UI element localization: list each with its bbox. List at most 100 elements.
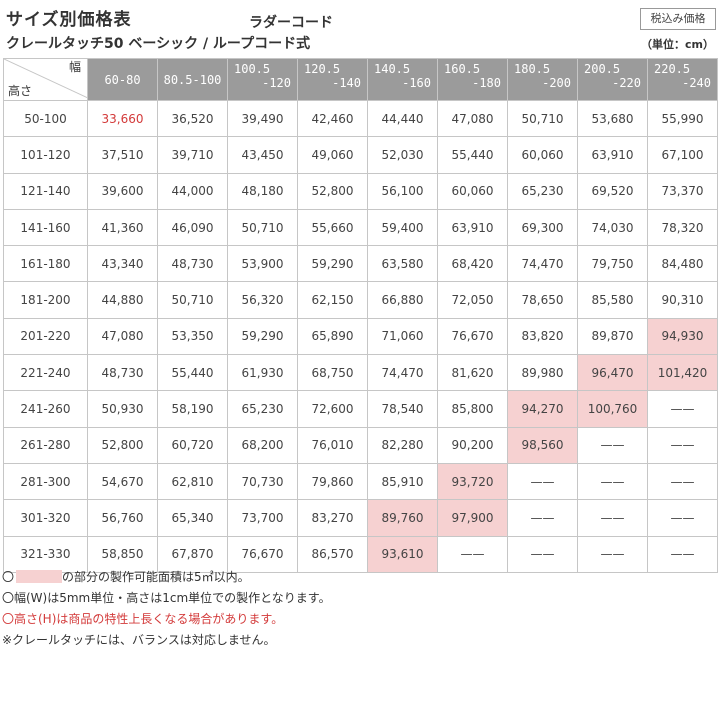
- price-cell: 53,900: [227, 245, 298, 283]
- price-cell: ——: [647, 535, 718, 573]
- width-column-header: 220.5 -240: [647, 58, 718, 101]
- price-cell: 79,750: [577, 245, 648, 283]
- notes: 〇の部分の製作可能面積は5㎡以内。 〇幅(W)は5mm単位・高さは1cm単位での…: [2, 567, 331, 651]
- price-cell: 50,930: [87, 390, 158, 428]
- price-cell: 60,720: [157, 426, 228, 464]
- price-cell: 98,560: [507, 426, 578, 464]
- price-cell: 73,700: [227, 499, 298, 537]
- price-cell: 81,620: [437, 354, 508, 392]
- price-cell: 70,730: [227, 462, 298, 501]
- height-range-cell: 121-140: [3, 172, 88, 210]
- width-column-header: 180.5 -200: [507, 58, 578, 101]
- price-cell: 74,470: [367, 354, 438, 392]
- table-row: 50-100 33,660 36,520 39,490 42,460 44,440 47,0…: [3, 99, 718, 138]
- table-row: 201-220 47,080 53,350 59,290 65,890 71,060 76,…: [3, 317, 718, 356]
- price-cell: 76,670: [227, 535, 298, 573]
- price-cell: 54,670: [87, 462, 158, 501]
- width-column-header: 120.5 -140: [297, 58, 368, 101]
- width-column-header: 80.5-100: [157, 58, 228, 101]
- height-range-cell: 141-160: [3, 208, 88, 247]
- price-cell: ——: [507, 499, 578, 537]
- price-cell: 85,910: [367, 462, 438, 501]
- width-column-header: 140.5 -160: [367, 58, 438, 101]
- height-range-cell: 201-220: [3, 317, 88, 356]
- price-cell: 89,870: [577, 317, 648, 356]
- price-cell: 43,340: [87, 245, 158, 283]
- price-cell: 44,880: [87, 281, 158, 319]
- width-column-header: 100.5 -120: [227, 58, 298, 101]
- price-cell: 52,800: [87, 426, 158, 464]
- price-cell: 63,910: [577, 136, 648, 174]
- price-cell: 48,180: [227, 172, 298, 210]
- price-cell: 83,270: [297, 499, 368, 537]
- price-cell: 65,340: [157, 499, 228, 537]
- height-range-cell: 101-120: [3, 136, 88, 174]
- price-cell: 52,030: [367, 136, 438, 174]
- height-axis-label: 高さ: [8, 84, 33, 98]
- height-range-cell: 161-180: [3, 245, 88, 283]
- price-cell: 47,080: [87, 317, 158, 356]
- price-cell: ——: [437, 535, 508, 573]
- price-cell: 78,540: [367, 390, 438, 428]
- price-cell: 68,200: [227, 426, 298, 464]
- price-cell: 73,370: [647, 172, 718, 210]
- price-cell: 60,060: [437, 172, 508, 210]
- price-cell: 50,710: [157, 281, 228, 319]
- price-cell: 42,460: [297, 99, 368, 138]
- price-cell: 39,710: [157, 136, 228, 174]
- price-cell: 33,660: [87, 99, 158, 138]
- price-cell: 89,980: [507, 354, 578, 392]
- price-cell: 63,910: [437, 208, 508, 247]
- table-row: 141-160 41,360 46,090 50,710 55,660 59,400 63,…: [3, 208, 718, 247]
- price-cell: 66,880: [367, 281, 438, 319]
- note-area: 〇の部分の製作可能面積は5㎡以内。: [2, 570, 250, 584]
- price-cell: 68,750: [297, 354, 368, 392]
- price-cell: 43,450: [227, 136, 298, 174]
- note-balance: ※クレールタッチには、バランスは対応しません。: [2, 633, 276, 647]
- table-corner: 幅 高さ: [3, 58, 88, 101]
- width-column-header: 160.5 -180: [437, 58, 508, 101]
- height-range-cell: 261-280: [3, 426, 88, 464]
- price-cell: 37,510: [87, 136, 158, 174]
- height-range-cell: 301-320: [3, 499, 88, 537]
- price-cell: 76,010: [297, 426, 368, 464]
- table-row: 261-280 52,800 60,720 68,200 76,010 82,280 90,…: [3, 426, 718, 464]
- price-cell: 62,150: [297, 281, 368, 319]
- price-cell: 97,900: [437, 499, 508, 537]
- price-cell: 63,580: [367, 245, 438, 283]
- price-cell: 46,090: [157, 208, 228, 247]
- table-row: 321-330 58,850 67,870 76,670 86,570 93,610 —— —…: [3, 535, 718, 573]
- price-cell: 79,860: [297, 462, 368, 501]
- price-cell: 78,650: [507, 281, 578, 319]
- height-range-cell: 181-200: [3, 281, 88, 319]
- price-cell: 48,730: [157, 245, 228, 283]
- price-cell: 68,420: [437, 245, 508, 283]
- price-cell: 76,670: [437, 317, 508, 356]
- page-title: サイズ別価格表: [6, 10, 132, 30]
- table-row: 181-200 44,880 50,710 56,320 62,150 66,880 72,…: [3, 281, 718, 319]
- price-cell: 58,850: [87, 535, 158, 573]
- price-cell: ——: [577, 535, 648, 573]
- price-cell: 85,580: [577, 281, 648, 319]
- table-row: 241-260 50,930 58,190 65,230 72,600 78,540 85,…: [3, 390, 718, 428]
- note-height: 〇高さ(H)は商品の特性上長くなる場合があります。: [2, 612, 284, 626]
- price-cell: 53,350: [157, 317, 228, 356]
- table-row: 281-300 54,670 62,810 70,730 79,860 85,910 93,…: [3, 462, 718, 501]
- price-cell: 44,440: [367, 99, 438, 138]
- price-cell: 69,520: [577, 172, 648, 210]
- price-cell: 60,060: [507, 136, 578, 174]
- unit-label: （単位：cm）: [641, 38, 714, 51]
- price-cell: ——: [577, 426, 648, 464]
- price-cell: 44,000: [157, 172, 228, 210]
- price-cell: ——: [577, 462, 648, 501]
- price-cell: 90,200: [437, 426, 508, 464]
- table-row: 161-180 43,340 48,730 53,900 59,290 63,580 68,…: [3, 245, 718, 283]
- price-cell: 39,600: [87, 172, 158, 210]
- price-table-body: 50-100 33,660 36,520 39,490 42,460 44,440 47,0…: [3, 99, 718, 573]
- price-cell: 96,470: [577, 354, 648, 392]
- price-cell: 41,360: [87, 208, 158, 247]
- price-cell: 69,300: [507, 208, 578, 247]
- product-subtitle: クレールタッチ50 ベーシック / ループコード式: [6, 36, 311, 52]
- price-cell: 83,820: [507, 317, 578, 356]
- price-cell: 89,760: [367, 499, 438, 537]
